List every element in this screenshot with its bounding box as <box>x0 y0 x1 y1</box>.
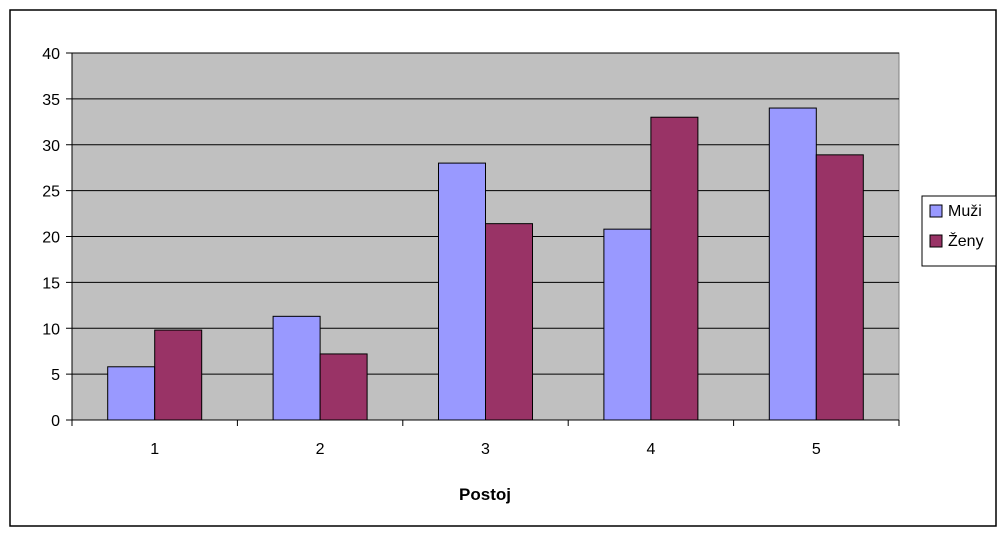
legend: Muži Ženy <box>921 195 997 267</box>
bar-1-3 <box>438 162 486 421</box>
legend-label: Muži <box>948 203 982 220</box>
y-tick-label: 40 <box>42 46 60 63</box>
x-tick-label: 3 <box>481 441 490 458</box>
bar-1-5 <box>768 107 817 421</box>
y-tick-label: 35 <box>42 92 60 109</box>
bar-1-4 <box>603 228 652 421</box>
y-tick-label: 25 <box>42 184 60 201</box>
bars <box>107 107 864 421</box>
legend-label: Ženy <box>948 231 984 250</box>
axes <box>66 52 900 426</box>
y-tick-label: 5 <box>51 367 60 384</box>
legend-swatch <box>929 204 943 218</box>
bar-1-1 <box>107 366 156 421</box>
y-tick-label: 30 <box>42 138 60 155</box>
y-tick-label: 15 <box>42 275 60 292</box>
legend-swatch <box>929 234 943 248</box>
x-tick-label: 4 <box>646 441 655 458</box>
bar-2-4 <box>650 116 699 421</box>
bar-2-2 <box>319 353 368 421</box>
y-tick-label: 10 <box>42 321 60 338</box>
bar-2-5 <box>815 154 864 421</box>
x-axis-label: Postoj <box>459 485 511 504</box>
bar-2-3 <box>485 223 533 421</box>
bar-2-1 <box>154 329 203 421</box>
y-tick-labels: 0 5 10 15 20 25 30 35 40 <box>42 46 60 430</box>
y-tick-label: 0 <box>51 413 60 430</box>
x-tick-label: 5 <box>812 441 821 458</box>
y-tick-label: 20 <box>42 230 60 247</box>
x-tick-labels: 1 2 3 4 5 <box>150 441 821 458</box>
bar-1-2 <box>272 315 321 421</box>
x-tick-label: 2 <box>316 441 325 458</box>
x-tick-label: 1 <box>150 441 159 458</box>
